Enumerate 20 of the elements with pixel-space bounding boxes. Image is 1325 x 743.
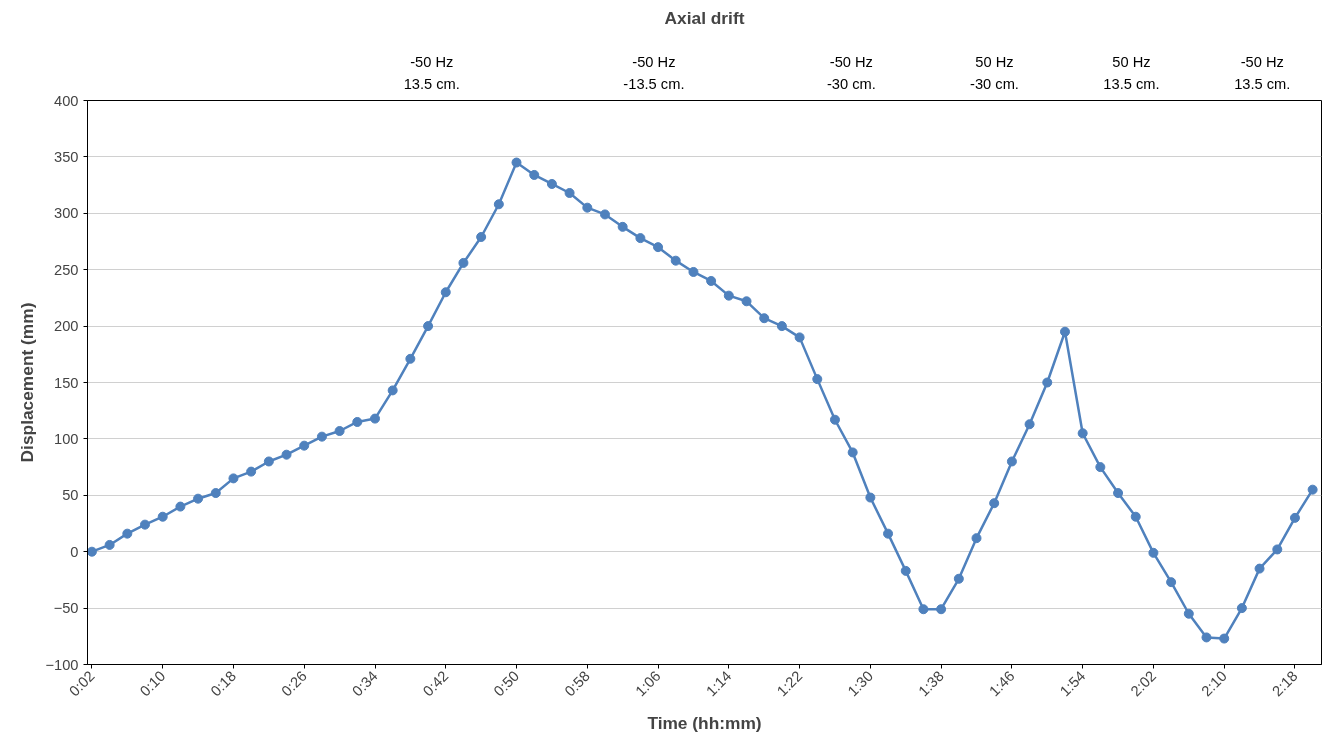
y-tick-label: 0: [70, 543, 79, 560]
y-axis-title: Displacement (mm): [17, 302, 38, 463]
y-tick-label: 350: [54, 148, 79, 165]
y-tick-label: 250: [54, 261, 79, 278]
y-tick-label: 400: [54, 92, 79, 109]
x-axis-title: Time (hh:mm): [647, 712, 762, 733]
text: 50 Hz -30 cm.: [970, 53, 1019, 93]
y-tick-label: 300: [54, 205, 79, 222]
y-tick-label: −50: [53, 600, 79, 617]
y-tick-label: 200: [54, 318, 79, 335]
text: -50 Hz 13.5 cm.: [1234, 53, 1291, 93]
text: -50 Hz -13.5 cm.: [623, 53, 685, 93]
y-tick-label: 50: [62, 487, 79, 504]
y-tick-label: 100: [54, 430, 79, 447]
y-tick-label: 150: [54, 374, 79, 391]
y-tick-label: −100: [45, 656, 79, 673]
chart-title: Axial drift: [664, 7, 745, 28]
text: -50 Hz 13.5 cm.: [403, 53, 460, 93]
text: -50 Hz -30 cm.: [826, 53, 876, 93]
text: 50 Hz 13.5 cm.: [1103, 53, 1160, 93]
